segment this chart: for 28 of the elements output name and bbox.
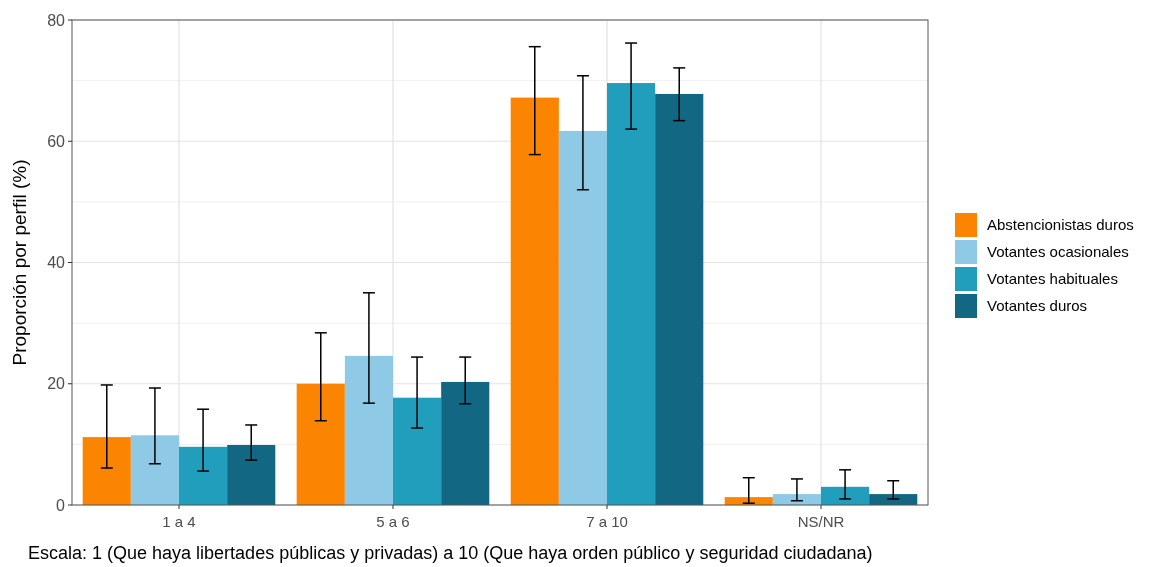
y-tick-label: 40 [47, 254, 66, 272]
x-tick-label: NS/NR [797, 513, 845, 530]
legend-label: Votantes ocasionales [987, 243, 1129, 261]
bar [510, 97, 559, 505]
bar [130, 435, 179, 505]
bar [393, 397, 442, 505]
bar [607, 83, 656, 505]
bar [227, 444, 276, 505]
legend-label: Votantes habituales [987, 270, 1118, 288]
y-axis-title: Proporción por perfil (%) [9, 159, 30, 366]
bar [558, 130, 607, 505]
bar [179, 446, 228, 505]
y-tick-label: 0 [56, 496, 66, 514]
legend-label: Abstencionistas duros [987, 216, 1134, 234]
bar [821, 486, 870, 505]
y-tick-label: 60 [47, 132, 66, 150]
y-tick-label: 20 [47, 375, 66, 393]
bar [655, 93, 704, 505]
text: Escala: 1 (Que haya libertades públicas y privadas) a 10 (Que haya orden público y seguridad ciudadana) [28, 543, 873, 563]
x-tick-label: 5 a 6 [376, 513, 410, 530]
bar [296, 383, 345, 505]
legend-label: Votantes duros [987, 297, 1088, 315]
y-tick-label: 80 [47, 11, 66, 29]
x-tick-label: 1 a 4 [162, 513, 196, 530]
bar [441, 381, 490, 505]
bar [82, 437, 131, 505]
x-tick-label: 7 a 10 [586, 513, 628, 530]
bar [344, 355, 393, 505]
